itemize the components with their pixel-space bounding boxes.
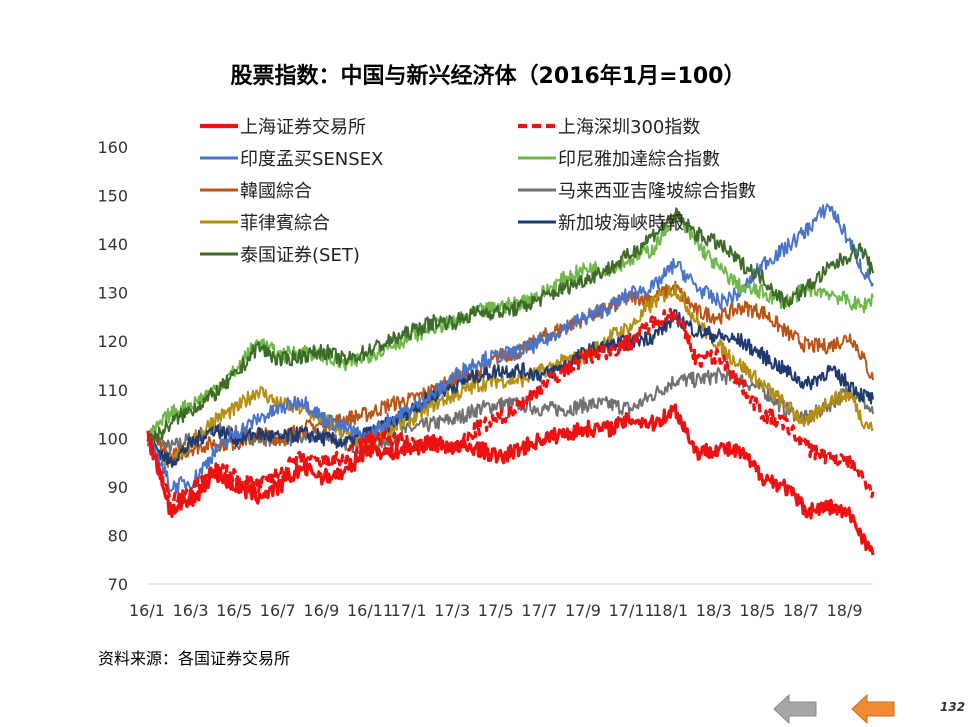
line-chart: 70 80 90 100 110 120 130 140 150 160 16/1 16/3 16/5…: [97, 117, 875, 620]
legend-label: 新加坡海峽時報: [558, 213, 684, 234]
x-tick-label: 17/11: [609, 601, 655, 620]
series-line: [147, 280, 874, 466]
series-line: [146, 307, 875, 510]
x-tick-label: 16/9: [303, 601, 339, 620]
series-layer: [146, 203, 875, 556]
y-tick-label: 140: [97, 235, 128, 254]
series-line: [147, 309, 874, 468]
x-tick-label: 18/1: [652, 601, 688, 620]
x-tick-label: 16/5: [216, 601, 252, 620]
prev-arrow-icon[interactable]: [772, 693, 818, 725]
legend-label: 上海深圳300指数: [558, 117, 700, 138]
x-tick-label: 17/9: [565, 601, 601, 620]
legend-label: 印度孟买SENSEX: [240, 149, 383, 170]
x-tick-label: 18/3: [696, 601, 732, 620]
chart-title: 股票指数：中国与新兴经济体（2016年1月=100）: [230, 64, 746, 89]
legend-label: 菲律賓綜合: [240, 213, 330, 234]
y-tick-label: 110: [97, 381, 128, 400]
y-tick-label: 70: [108, 575, 128, 594]
series-line: [147, 207, 874, 443]
x-tick-label: 17/7: [521, 601, 557, 620]
y-tick-label: 100: [97, 429, 128, 448]
y-tick-label: 150: [97, 187, 128, 206]
x-tick-label: 16/1: [129, 601, 165, 620]
page-number: 132: [940, 700, 966, 714]
x-tick-label: 18/7: [783, 601, 819, 620]
x-tick-label: 16/11: [347, 601, 393, 620]
x-tick-label: 17/5: [478, 601, 514, 620]
y-tick-label: 120: [97, 332, 128, 351]
legend-label: 印尼雅加達綜合指數: [558, 149, 720, 170]
x-tick-label: 16/3: [173, 601, 209, 620]
next-arrow-icon[interactable]: [850, 693, 896, 725]
x-tick-label: 17/1: [391, 601, 427, 620]
x-tick-label: 16/7: [260, 601, 296, 620]
source-note: 资料来源：各国证券交易所: [98, 649, 291, 668]
legend-label: 上海证券交易所: [240, 117, 366, 138]
series-line: [146, 403, 875, 556]
y-tick-label: 160: [97, 138, 128, 157]
x-tick-label: 17/3: [434, 601, 470, 620]
x-tick-label: 18/5: [739, 601, 775, 620]
legend-label: 韓國綜合: [240, 181, 312, 202]
y-tick-label: 80: [108, 526, 128, 545]
legend-label: 马来西亚吉隆坡綜合指數: [558, 181, 756, 202]
y-tick-label: 130: [97, 284, 128, 303]
x-tick-label: 18/9: [827, 601, 863, 620]
y-tick-label: 90: [108, 478, 128, 497]
legend-label: 泰国证券(SET): [240, 245, 360, 266]
y-axis: 70 80 90 100 110 120 130 140 150 160: [97, 138, 128, 594]
